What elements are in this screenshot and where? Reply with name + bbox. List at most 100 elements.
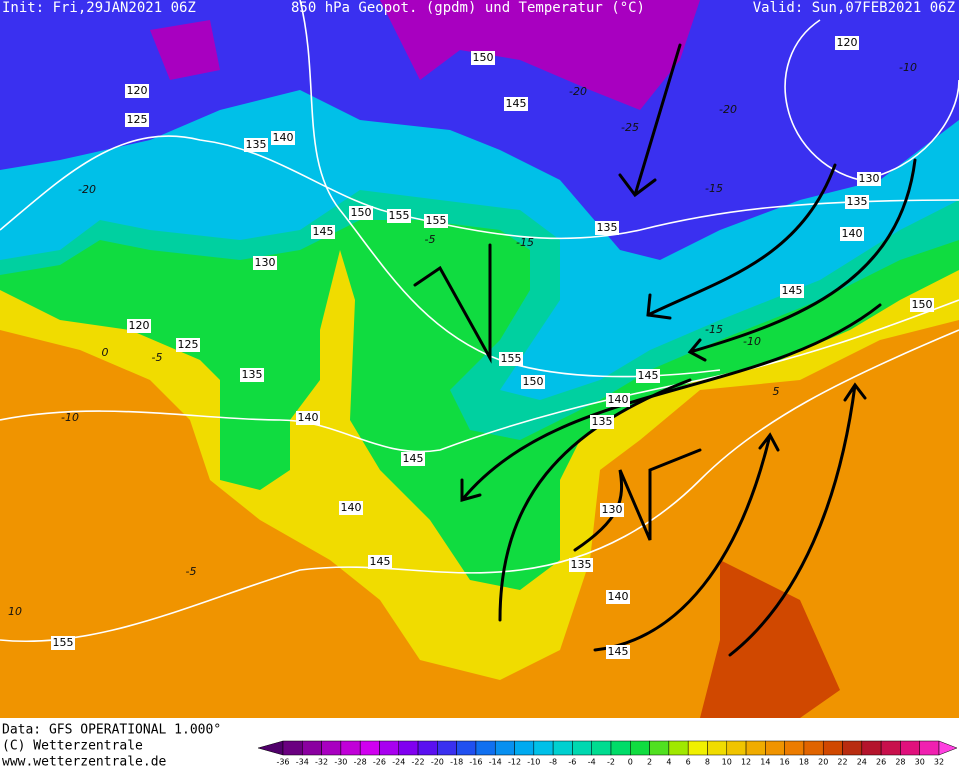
colorbar-box <box>822 740 843 756</box>
colorbar-tick-label: -8 <box>549 758 557 767</box>
geopotential-label: 145 <box>506 97 527 110</box>
colorbar-tick-label: 12 <box>741 758 751 767</box>
label-box <box>521 375 545 389</box>
label-box <box>910 298 934 312</box>
map-title: 850 hPa Geopot. (gpdm) und Temperatur (°… <box>291 0 645 16</box>
colorbar-box <box>572 740 592 756</box>
colorbar-tick-label: -20 <box>431 758 444 767</box>
label-box <box>606 590 630 604</box>
temperature-label: -15 <box>516 236 534 249</box>
colorbar-tick-label: 16 <box>780 758 790 767</box>
label-box <box>499 352 523 366</box>
colorbar-box <box>514 740 535 756</box>
geopotential-label: 140 <box>273 131 294 144</box>
geopotential-label: 145 <box>782 284 803 297</box>
valid-time: Valid: Sun,07FEB2021 06Z <box>753 0 955 16</box>
colorbar-box <box>630 740 650 756</box>
temperature-label: -20 <box>78 183 96 196</box>
colorbar-tick-label: 8 <box>705 758 710 767</box>
colorbar-tick-label: 10 <box>722 758 732 767</box>
label-box <box>127 319 151 333</box>
colorbar-tick-label: -2 <box>607 758 615 767</box>
label-box <box>51 636 75 650</box>
temperature-label: 5 <box>773 385 780 398</box>
colorbar-tick-label: -30 <box>334 758 347 767</box>
geopotential-label: 135 <box>242 368 263 381</box>
geopotential-label: 145 <box>608 645 629 658</box>
geopotential-label: 135 <box>847 195 868 208</box>
geopotential-label: 135 <box>592 415 613 428</box>
colorbar-tick-label: 22 <box>837 758 847 767</box>
colorbar-tick-label: 0 <box>628 758 633 767</box>
flow-arrows <box>413 43 917 657</box>
geopotential-label: 145 <box>370 555 391 568</box>
colorbar-box <box>649 740 670 756</box>
geopotential-label: 140 <box>341 501 362 514</box>
temp-area <box>0 0 959 260</box>
geopotential-label: 155 <box>389 209 410 222</box>
geopotential-label: 140 <box>842 227 863 240</box>
label-box <box>600 503 624 517</box>
colorbar-box <box>707 740 728 756</box>
temperature-label: -20 <box>719 103 737 116</box>
label-box <box>840 227 864 241</box>
label-box <box>401 452 425 466</box>
colorbar-box <box>919 740 940 756</box>
colorbar-tick-label: -36 <box>276 758 289 767</box>
temperature-label: -15 <box>705 323 723 336</box>
label-box <box>835 36 859 50</box>
colorbar-tick-label: 26 <box>876 758 886 767</box>
geopotential-label: 140 <box>608 590 629 603</box>
colorbar-box <box>803 740 824 756</box>
colorbar-box <box>610 740 631 756</box>
url: www.wetterzentrale.de <box>2 755 167 770</box>
geopotential-label: 145 <box>403 452 424 465</box>
label-box <box>590 415 614 429</box>
colorbar-box <box>456 740 477 756</box>
colorbar-box <box>552 740 573 756</box>
temperature-label: -15 <box>705 182 723 195</box>
colorbar-box <box>359 740 380 756</box>
colorbar-box <box>379 740 400 756</box>
geopotential-label: 155 <box>53 636 74 649</box>
colorbar-box <box>591 740 612 756</box>
temperature-label: -5 <box>186 565 197 578</box>
label-box <box>424 214 448 228</box>
label-box <box>606 645 630 659</box>
temperature-label: -10 <box>743 335 761 348</box>
label-box <box>595 221 619 235</box>
colorbar-tick-label: -18 <box>450 758 463 767</box>
data-source: Data: GFS OPERATIONAL 1.000° <box>2 723 221 738</box>
colorbar-box <box>726 740 747 756</box>
colorbar-tick-label: -6 <box>568 758 576 767</box>
colorbar-box <box>900 740 920 756</box>
temperature-label: 10 <box>8 605 22 618</box>
geopotential-label: 145 <box>313 225 334 238</box>
label-box <box>606 393 630 407</box>
temperature-label: -5 <box>152 351 163 364</box>
label-box <box>311 225 335 239</box>
geopotential-label: 155 <box>501 352 522 365</box>
colorbar-box <box>533 740 554 756</box>
colorbar-box <box>302 740 322 756</box>
colorbar-tick-label: -32 <box>315 758 328 767</box>
colorbar-tick-label: -12 <box>508 758 521 767</box>
colorbar-box <box>398 740 419 756</box>
geopotential-label: 150 <box>912 298 933 311</box>
label-box <box>244 138 268 152</box>
colorbar-tick-label: 18 <box>799 758 809 767</box>
geopotential-label: 150 <box>473 51 494 64</box>
temperature-label: -20 <box>569 85 587 98</box>
temperature-label: -25 <box>621 121 639 134</box>
label-box <box>125 113 149 127</box>
colorbar-box <box>668 740 689 756</box>
colorbar-box <box>437 740 457 756</box>
colorbar-tick-label: -34 <box>296 758 309 767</box>
colorbar-box <box>687 740 708 756</box>
label-box <box>368 555 392 569</box>
label-box <box>857 172 881 186</box>
geopotential-label: 145 <box>638 369 659 382</box>
init-time: Init: Fri,29JAN2021 06Z <box>2 0 196 16</box>
colorbar-tick-label: 14 <box>760 758 770 767</box>
colorbar-box <box>745 740 766 756</box>
